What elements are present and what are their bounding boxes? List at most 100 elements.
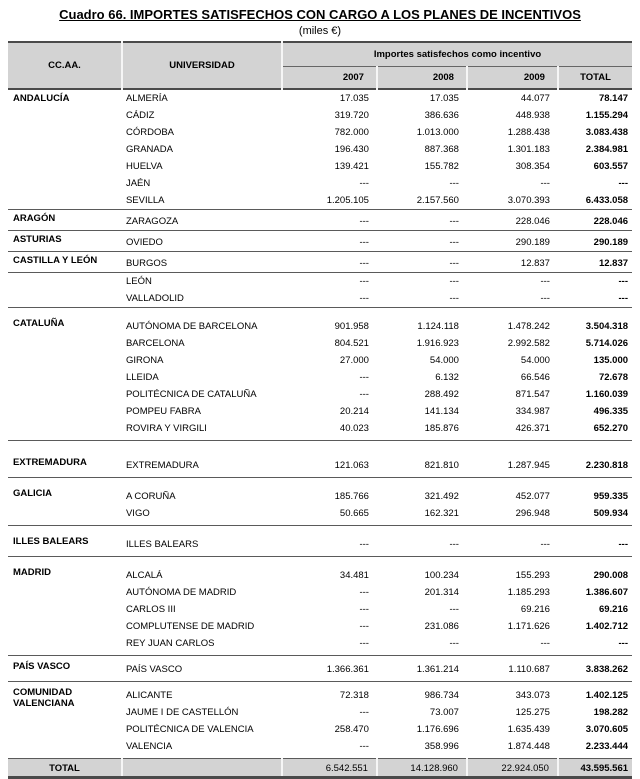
value-2008-cell: 141.134 <box>424 406 459 417</box>
table-row: CARLOS III --- --- 69.216 69.216 <box>8 601 632 618</box>
value-total-cell: 72.678 <box>598 372 629 383</box>
value-2009-cell: 334.987 <box>515 406 550 417</box>
value-2009-cell: 228.046 <box>515 216 550 227</box>
value-2007-cell: --- <box>359 237 369 248</box>
universidad-cell: REY JUAN CARLOS <box>125 638 215 649</box>
value-2008-cell: 100.234 <box>424 570 459 581</box>
value-total-cell: 959.335 <box>593 491 629 502</box>
universidad-cell: CARLOS III <box>125 604 176 615</box>
group-comunidad-valenciana: COMUNIDAD VALENCIANA ALICANTE 72.318 986.73… <box>7 682 633 759</box>
universidad-cell: ZARAGOZA <box>125 216 179 227</box>
table-row: HUELVA 139.421 155.782 308.354 603.557 <box>8 158 632 175</box>
ccaa-cell <box>8 273 122 308</box>
value-2007-cell: --- <box>359 178 369 189</box>
value-2009-cell: 54.000 <box>520 355 550 366</box>
universidad-cell: CÁDIZ <box>125 110 155 121</box>
value-2007-cell: --- <box>359 258 369 269</box>
table-row: ARAGÓN ZARAGOZA --- --- 228.046 228.046 <box>8 210 632 231</box>
table-row: LLEIDA --- 6.132 66.546 72.678 <box>8 369 632 386</box>
value-total-cell: 135.000 <box>593 355 629 366</box>
universidad-cell: ROVIRA Y VIRGILI <box>125 423 207 434</box>
group-continuation: LEÓN --- --- --- --- VALLADOLID --- --- --- --- <box>7 273 633 308</box>
value-2009-cell: 1.110.687 <box>508 664 550 675</box>
value-2007-cell: 1.366.361 <box>326 664 369 675</box>
value-total-cell: 228.046 <box>593 216 629 227</box>
value-2008-cell: --- <box>449 539 459 550</box>
group-galicia: GALICIA A CORUÑA 185.766 321.492 452.077 959.… <box>7 478 633 526</box>
universidad-cell: POLITÉCNICA DE VALENCIA <box>125 724 254 735</box>
table-row: ASTURIAS OVIEDO --- --- 290.189 290.189 <box>8 231 632 252</box>
value-2009-cell: 69.216 <box>520 604 550 615</box>
group-castilla-y-le-n: CASTILLA Y LEÓN BURGOS --- --- 12.837 12.837 <box>7 252 633 273</box>
year-2008-header: 2008 <box>375 66 467 89</box>
universidad-cell: BARCELONA <box>125 338 185 349</box>
value-2009-cell: 1.288.438 <box>507 127 550 138</box>
value-2008-cell: 321.492 <box>424 491 459 502</box>
value-2009-cell: 1.287.945 <box>507 460 550 471</box>
value-2007-cell: --- <box>359 539 369 550</box>
table-row: CÓRDOBA 782.000 1.013.000 1.288.438 3.083.43… <box>8 124 632 141</box>
value-total-cell: 3.070.605 <box>585 724 629 735</box>
table-row: GRANADA 196.430 887.368 1.301.183 2.384.981 <box>8 141 632 158</box>
universidad-cell: JAÉN <box>125 178 151 189</box>
value-2007-cell: 258.470 <box>334 724 369 735</box>
value-2007-cell: 901.958 <box>334 321 369 332</box>
value-2009-cell: 12.837 <box>520 258 550 269</box>
table-row: BARCELONA 804.521 1.916.923 2.992.582 5.714.… <box>8 335 632 352</box>
value-total-cell: 2.384.981 <box>585 144 629 155</box>
year-2009-header: 2009 <box>465 66 558 89</box>
value-2007-cell: 1.205.105 <box>326 195 369 206</box>
table-row: JAUME I DE CASTELLÓN --- 73.007 125.275 198.… <box>8 704 632 721</box>
universidad-cell: VIGO <box>125 508 150 519</box>
table-row: ANDALUCÍA ALMERÍA 17.035 17.035 44.077 78.147 <box>8 89 632 107</box>
ccaa-cell: GALICIA <box>12 488 53 499</box>
table-row: ILLES BALEARS ILLES BALEARS --- --- --- --- <box>8 526 632 557</box>
grand-total-2009-value: 22.924.050 <box>465 758 558 778</box>
universidad-cell: LLEIDA <box>125 372 159 383</box>
value-total-cell: 290.008 <box>593 570 629 581</box>
value-2007-cell: --- <box>359 604 369 615</box>
table-row: CATALUÑA AUTÓNOMA DE BARCELONA 901.958 1.12… <box>8 308 632 336</box>
value-2007-cell: --- <box>359 741 369 752</box>
value-2008-cell: --- <box>449 604 459 615</box>
universidad-cell: ALCALÁ <box>125 570 163 581</box>
grand-total-row: TOTAL 6.542.551 14.128.960 22.924.050 43… <box>7 758 633 778</box>
value-2007-cell: 20.214 <box>339 406 369 417</box>
table-row: PAÍS VASCO PAÍS VASCO 1.366.361 1.361.214 1.… <box>8 656 632 682</box>
value-2008-cell: 73.007 <box>429 707 459 718</box>
value-total-cell: 198.282 <box>593 707 629 718</box>
ccaa-cell: ASTURIAS <box>12 234 62 245</box>
table-row: CASTILLA Y LEÓN BURGOS --- --- 12.837 12.837 <box>8 252 632 273</box>
table-row: GALICIA A CORUÑA 185.766 321.492 452.077 959.… <box>8 478 632 506</box>
table-row: GIRONA 27.000 54.000 54.000 135.000 <box>8 352 632 369</box>
value-total-cell: 509.934 <box>593 508 629 519</box>
group-madrid: MADRID ALCALÁ 34.481 100.234 155.293 290.008 A… <box>7 557 633 656</box>
universidad-column-header: UNIVERSIDAD <box>121 42 283 89</box>
value-total-cell: 1.386.607 <box>585 587 629 598</box>
value-2007-cell: 782.000 <box>334 127 369 138</box>
universidad-cell: GRANADA <box>125 144 173 155</box>
value-2007-cell: 50.665 <box>339 508 369 519</box>
value-2009-cell: 1.185.293 <box>507 587 550 598</box>
value-total-cell: 3.083.438 <box>585 127 629 138</box>
universidad-cell: POMPEU FABRA <box>125 406 201 417</box>
table-row: MADRID ALCALÁ 34.481 100.234 155.293 290.008 <box>8 557 632 585</box>
value-2009-cell: 343.073 <box>515 690 550 701</box>
universidad-cell: SEVILLA <box>125 195 165 206</box>
table-row: POMPEU FABRA 20.214 141.134 334.987 496.335 <box>8 403 632 420</box>
group-pa-s-vasco: PAÍS VASCO PAÍS VASCO 1.366.361 1.361.214 1.… <box>7 656 633 682</box>
universidad-cell: ILLES BALEARS <box>125 539 199 550</box>
value-2008-cell: 1.176.696 <box>416 724 459 735</box>
ccaa-cell: CASTILLA Y LEÓN <box>12 255 98 266</box>
value-2007-cell: --- <box>359 621 369 632</box>
value-total-cell: --- <box>618 178 629 189</box>
value-2008-cell: 358.996 <box>424 741 459 752</box>
table-row: POLITÉCNICA DE CATALUÑA --- 288.492 871.547… <box>8 386 632 403</box>
value-2008-cell: 54.000 <box>429 355 459 366</box>
value-total-cell: --- <box>618 638 629 649</box>
universidad-cell: COMPLUTENSE DE MADRID <box>125 621 255 632</box>
group-arag-n: ARAGÓN ZARAGOZA --- --- 228.046 228.046 <box>7 210 633 231</box>
table-header: CC.AA. UNIVERSIDAD Importes satisfechos … <box>7 42 633 89</box>
universidad-cell: LEÓN <box>125 276 152 287</box>
value-total-cell: --- <box>618 276 629 287</box>
